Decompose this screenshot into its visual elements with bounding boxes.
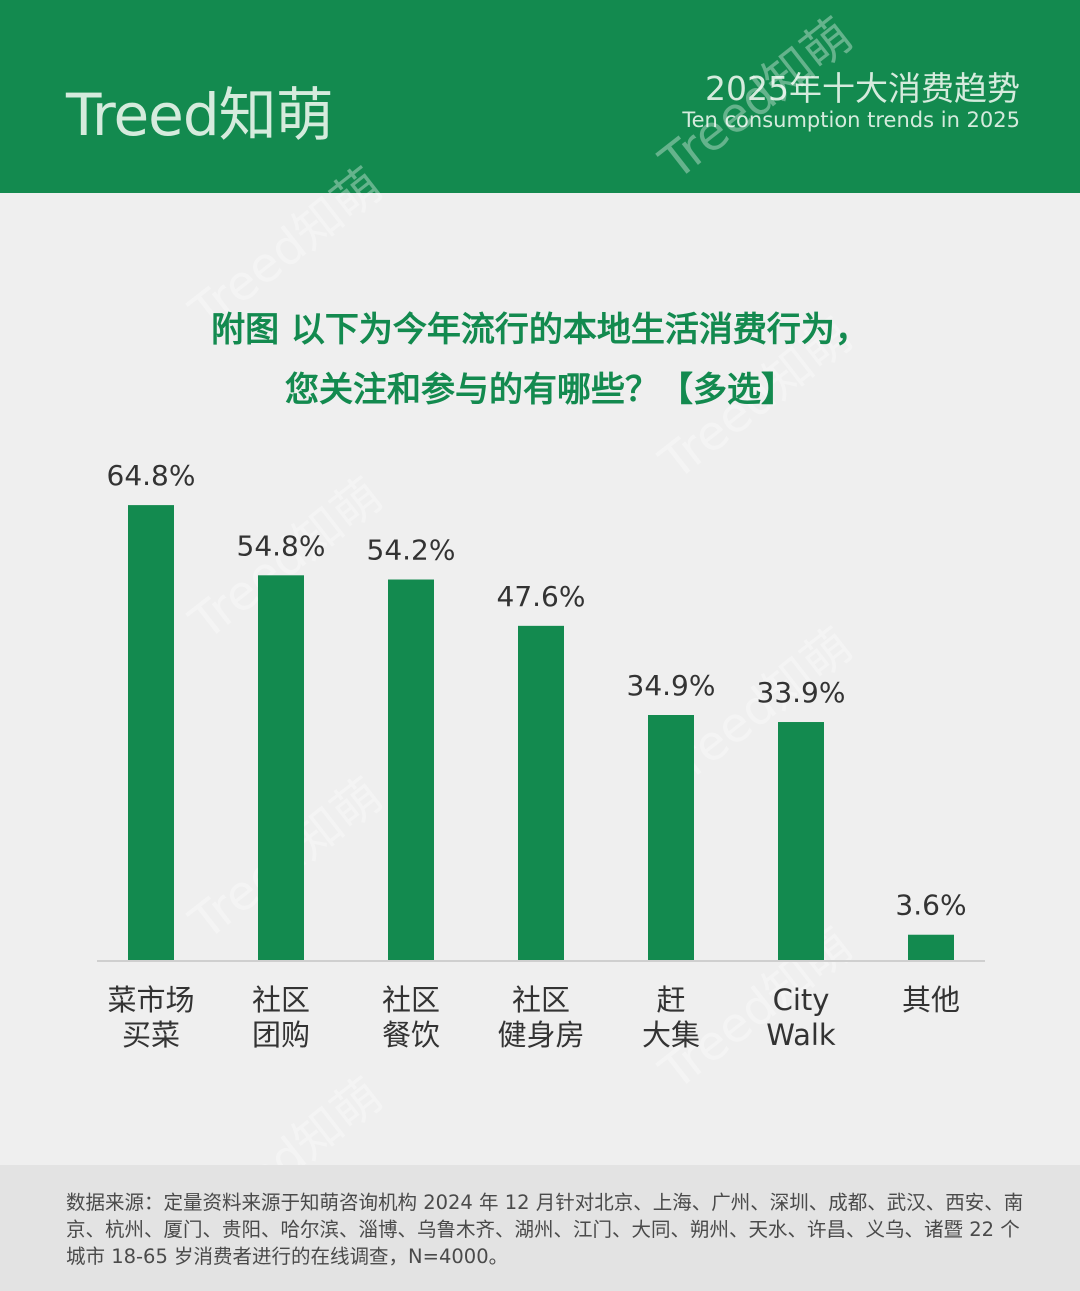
category-label-3-0: 社区 [512,983,570,1017]
category-label-6-0: 其他 [902,983,960,1017]
category-label-4-1: 大集 [642,1018,700,1052]
data-label-0: 64.8% [107,459,196,492]
bar-5 [778,722,824,960]
data-label-5: 33.9% [757,676,846,709]
bar-6 [908,934,954,960]
category-label-2-1: 餐饮 [382,1018,440,1052]
category-label-5-1: Walk [766,1018,836,1052]
category-label-3-1: 健身房 [497,1018,584,1052]
bar-2 [388,579,434,960]
chart-question-line1: 附图 以下为今年流行的本地生活消费行为， [211,310,869,350]
category-label-5-0: City [773,983,830,1017]
category-label-0-0: 菜市场 [107,983,194,1017]
bar-0 [128,505,174,960]
footer-source: 数据来源：定量资料来源于知萌咨询机构 2024 年 12 月针对北京、上海、广州… [0,1165,1080,1291]
chart-question-line2: 您关注和参与的有哪些？【多选】 [285,370,795,410]
category-label-1-1: 团购 [252,1018,310,1052]
category-label-2-0: 社区 [382,983,440,1017]
data-label-1: 54.8% [237,529,326,562]
category-label-0-1: 买菜 [122,1018,180,1052]
data-label-2: 54.2% [367,534,456,567]
bar-1 [258,575,304,960]
header-banner: Treed知萌 2025年十大消费趋势 Ten consumption tren… [0,0,1080,193]
report-subtitle: Ten consumption trends in 2025 [682,108,1020,132]
data-label-3: 47.6% [497,580,586,613]
brand-logo: Treed知萌 [66,81,334,149]
bar-4 [648,715,694,960]
data-source-note: 数据来源：定量资料来源于知萌咨询机构 2024 年 12 月针对北京、上海、广州… [66,1191,1024,1268]
category-label-1-0: 社区 [252,983,310,1017]
data-label-4: 34.9% [627,669,716,702]
bar-3 [518,625,564,960]
category-label-4-0: 赶 [656,983,685,1017]
report-title: 2025年十大消费趋势 [705,69,1020,108]
data-label-6: 3.6% [895,889,966,922]
